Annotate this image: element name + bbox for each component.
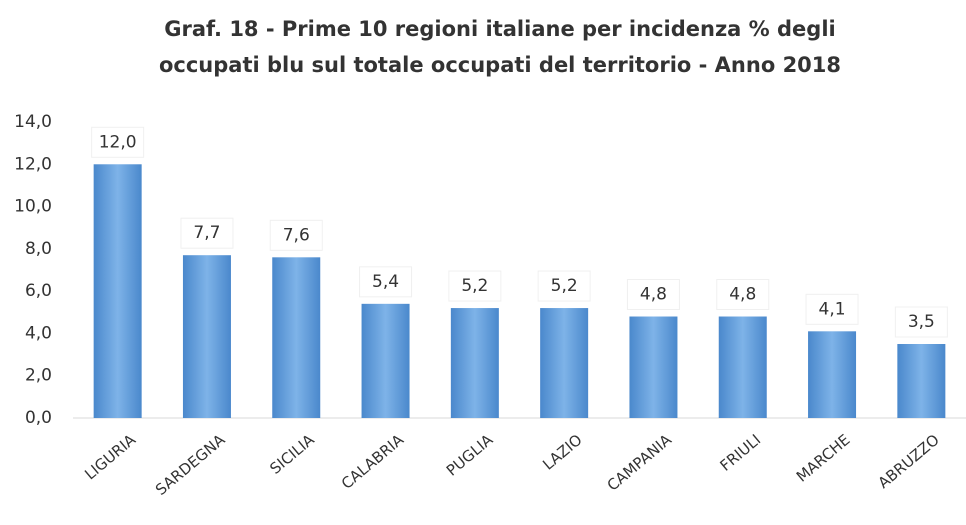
chart-title: occupati blu sul totale occupati del ter…	[159, 53, 841, 77]
value-label-box	[805, 293, 859, 325]
value-label: 5,4	[372, 272, 399, 292]
bar	[93, 164, 142, 418]
bar	[629, 316, 678, 418]
x-tick-label: PUGLIA	[443, 430, 497, 479]
x-tick-label: ABRUZZO	[875, 431, 943, 492]
y-tick-label: 12,0	[14, 154, 52, 174]
x-tick-label: SARDEGNA	[152, 430, 229, 499]
bar	[718, 316, 767, 418]
x-tick-label: CALABRIA	[338, 430, 408, 493]
x-tick-label: MARCHE	[793, 431, 854, 486]
y-tick-label: 6,0	[25, 281, 52, 301]
value-label-box	[626, 279, 680, 311]
value-label: 5,2	[461, 276, 488, 296]
bar	[182, 255, 231, 418]
x-tick-label: LIGURIA	[81, 430, 139, 483]
value-label-box	[180, 217, 234, 249]
value-label: 4,8	[640, 285, 667, 305]
y-tick-label: 10,0	[14, 197, 52, 217]
value-label: 7,6	[283, 225, 310, 245]
value-label-box	[269, 219, 323, 251]
y-tick-label: 0,0	[25, 408, 52, 428]
value-label-box	[537, 270, 591, 302]
value-label: 4,1	[819, 299, 846, 319]
bar	[897, 344, 946, 418]
value-label-box	[448, 270, 502, 302]
value-label: 5,2	[551, 276, 578, 296]
bar	[808, 331, 857, 418]
value-label: 3,5	[908, 312, 935, 332]
y-tick-label: 4,0	[25, 323, 52, 343]
y-tick-label: 14,0	[14, 112, 52, 132]
value-label: 4,8	[729, 285, 756, 305]
value-label-box	[716, 279, 770, 311]
x-tick-label: FRIULI	[716, 431, 764, 475]
bar	[272, 257, 321, 418]
y-tick-label: 8,0	[25, 239, 52, 259]
value-label-box	[894, 306, 948, 338]
bar	[540, 308, 589, 418]
bar	[450, 308, 499, 418]
value-label-box	[359, 266, 413, 298]
value-label: 12,0	[99, 132, 137, 152]
chart-title: Graf. 18 - Prime 10 regioni italiane per…	[164, 17, 835, 41]
bar	[361, 303, 410, 418]
value-label: 7,7	[193, 223, 220, 243]
x-tick-label: LAZIO	[539, 431, 585, 474]
x-tick-label: SICILIA	[266, 430, 318, 478]
y-tick-label: 2,0	[25, 366, 52, 386]
value-label-box	[91, 126, 145, 158]
x-tick-label: CAMPANIA	[604, 430, 676, 494]
